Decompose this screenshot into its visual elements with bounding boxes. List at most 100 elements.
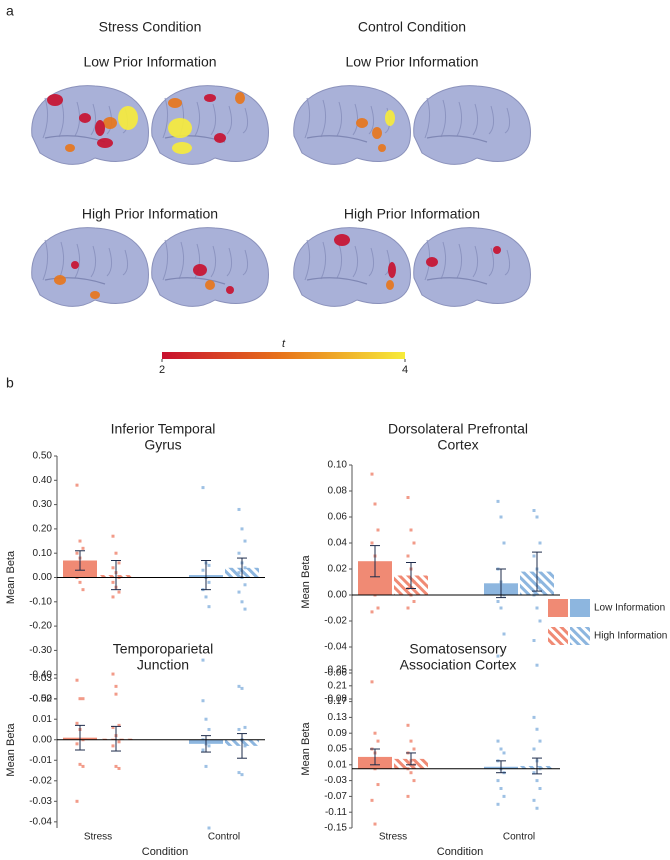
data-point — [117, 766, 121, 770]
y-tick-label: 0.02 — [328, 564, 348, 575]
y-axis-label: Mean Beta — [5, 723, 17, 777]
data-point — [201, 748, 205, 752]
data-point — [81, 561, 85, 565]
data-point — [75, 563, 79, 567]
panel-label: a — [6, 3, 14, 19]
data-point — [75, 678, 79, 682]
data-point — [538, 541, 542, 545]
data-point — [201, 699, 205, 703]
data-point — [532, 715, 536, 719]
chart-title: Association Cortex — [400, 657, 517, 673]
x-axis-label: Condition — [437, 846, 483, 858]
y-tick-label: 0.25 — [328, 665, 348, 676]
data-point — [204, 764, 208, 768]
data-point — [207, 605, 211, 609]
gyrus — [424, 97, 431, 139]
brain — [293, 85, 411, 165]
data-point — [535, 727, 539, 731]
gyrus — [194, 243, 201, 279]
data-point — [373, 502, 377, 506]
activation — [493, 246, 501, 254]
data-point — [535, 663, 539, 667]
y-tick-label: 0.09 — [328, 728, 348, 739]
data-point — [373, 731, 377, 735]
data-point — [243, 583, 247, 587]
y-tick-label: -0.07 — [324, 791, 347, 802]
y-tick-label: -0.08 — [324, 694, 347, 705]
activation — [378, 144, 386, 152]
data-point — [538, 619, 542, 623]
gyrus — [226, 247, 233, 277]
data-point — [117, 740, 121, 744]
y-tick-label: -0.02 — [324, 616, 347, 627]
y-tick-label: -0.03 — [324, 775, 347, 786]
brain-surface — [413, 227, 531, 307]
y-tick-label: -0.11 — [325, 807, 347, 818]
sulcus — [426, 135, 488, 143]
gyrus — [440, 99, 447, 138]
activation — [103, 117, 117, 129]
activation — [71, 261, 79, 269]
activation — [90, 291, 100, 299]
activation — [385, 110, 395, 126]
y-axis-label: Mean Beta — [5, 550, 17, 604]
x-axis-label: Condition — [142, 846, 188, 858]
data-point — [243, 607, 247, 611]
legend-label: Low Information — [594, 603, 665, 614]
data-point — [243, 744, 247, 748]
data-point — [201, 486, 205, 490]
activation — [235, 92, 245, 104]
data-point — [243, 539, 247, 543]
gyrus — [352, 245, 359, 278]
data-point — [409, 771, 413, 775]
data-point — [75, 742, 79, 746]
data-point — [532, 554, 536, 558]
panel-label: b — [6, 375, 14, 391]
chart-title: Cortex — [437, 437, 478, 453]
row-title: Low Prior Information — [83, 54, 216, 70]
data-point — [496, 779, 500, 783]
data-point — [114, 684, 118, 688]
colorbar-title: t — [282, 338, 286, 350]
data-point — [78, 539, 82, 543]
data-point — [532, 798, 536, 802]
gyrus — [226, 105, 233, 135]
data-point — [406, 794, 410, 798]
chart-title: Temporoparietal — [113, 641, 213, 657]
data-point — [237, 684, 241, 688]
data-point — [370, 472, 374, 476]
gyrus — [90, 103, 97, 136]
data-point — [243, 566, 247, 570]
brain — [31, 227, 149, 307]
data-point — [532, 747, 536, 751]
data-point — [207, 744, 211, 748]
data-point — [111, 744, 115, 748]
gyrus — [456, 243, 463, 279]
brain-surface — [293, 227, 411, 307]
legend-label: High Information — [594, 631, 667, 642]
activation — [65, 144, 75, 152]
activation — [118, 106, 138, 130]
data-point — [535, 779, 539, 783]
y-tick-label: 0.03 — [33, 673, 53, 684]
column-title: Control Condition — [358, 19, 466, 35]
activation — [47, 94, 63, 106]
data-point — [81, 571, 85, 575]
data-point — [502, 632, 506, 636]
activation — [172, 142, 192, 154]
row-title: Low Prior Information — [345, 54, 478, 70]
gyrus — [304, 97, 311, 139]
activation — [168, 118, 192, 138]
sulcus — [306, 135, 368, 143]
y-tick-label: 0.50 — [33, 451, 53, 462]
activation — [205, 280, 215, 290]
gyrus — [456, 101, 463, 137]
y-tick-label: -0.30 — [29, 645, 52, 656]
activation — [204, 94, 216, 102]
data-point — [406, 723, 410, 727]
gyrus — [320, 241, 327, 280]
data-point — [412, 541, 416, 545]
data-point — [201, 568, 205, 572]
